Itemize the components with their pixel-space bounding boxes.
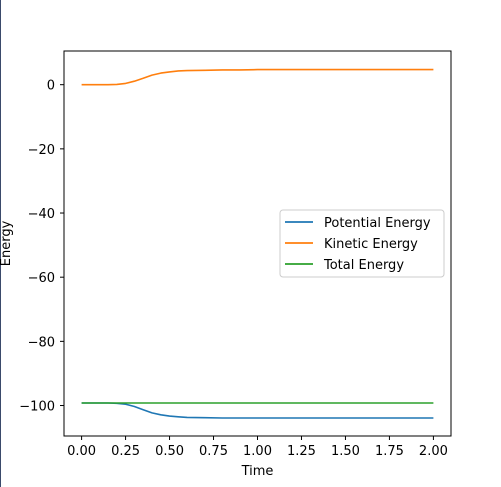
x-tick-label: 1.75	[375, 444, 404, 459]
y-tick-label: −40	[28, 207, 55, 222]
y-tick-label: −20	[28, 143, 55, 158]
y-tick-label: −100	[19, 400, 55, 415]
x-tick-label: 0.50	[155, 444, 184, 459]
y-axis-ticks: 0 −20 −40 −60 −80 −100	[19, 79, 64, 415]
x-tick-label: 1.50	[331, 444, 360, 459]
x-axis-label: Time	[241, 464, 274, 479]
legend-label: Total Energy	[323, 258, 404, 273]
legend: Potential Energy Kinetic Energy Total Ener…	[279, 209, 445, 278]
y-tick-label: −80	[28, 335, 55, 350]
y-tick-label: 0	[47, 79, 55, 94]
x-tick-label: 0.25	[111, 444, 140, 459]
x-tick-label: 2.00	[419, 444, 448, 459]
legend-box	[279, 209, 445, 278]
window-edge	[0, 0, 1, 487]
x-tick-label: 1.25	[287, 444, 316, 459]
y-tick-label: −60	[28, 271, 55, 286]
x-tick-label: 0.75	[199, 444, 228, 459]
x-tick-label: 0.00	[67, 444, 96, 459]
legend-label: Potential Energy	[324, 216, 431, 231]
x-axis-ticks: 0.00 0.25 0.50 0.75 1.00 1.25 1.50 1.75 2.00	[67, 436, 448, 459]
plot-lines	[81, 68, 434, 419]
series-line-1	[81, 68, 434, 86]
legend-label: Kinetic Energy	[324, 237, 418, 252]
y-axis-label: Energy	[0, 220, 14, 266]
x-tick-label: 1.00	[243, 444, 272, 459]
series-line-0	[81, 402, 434, 419]
